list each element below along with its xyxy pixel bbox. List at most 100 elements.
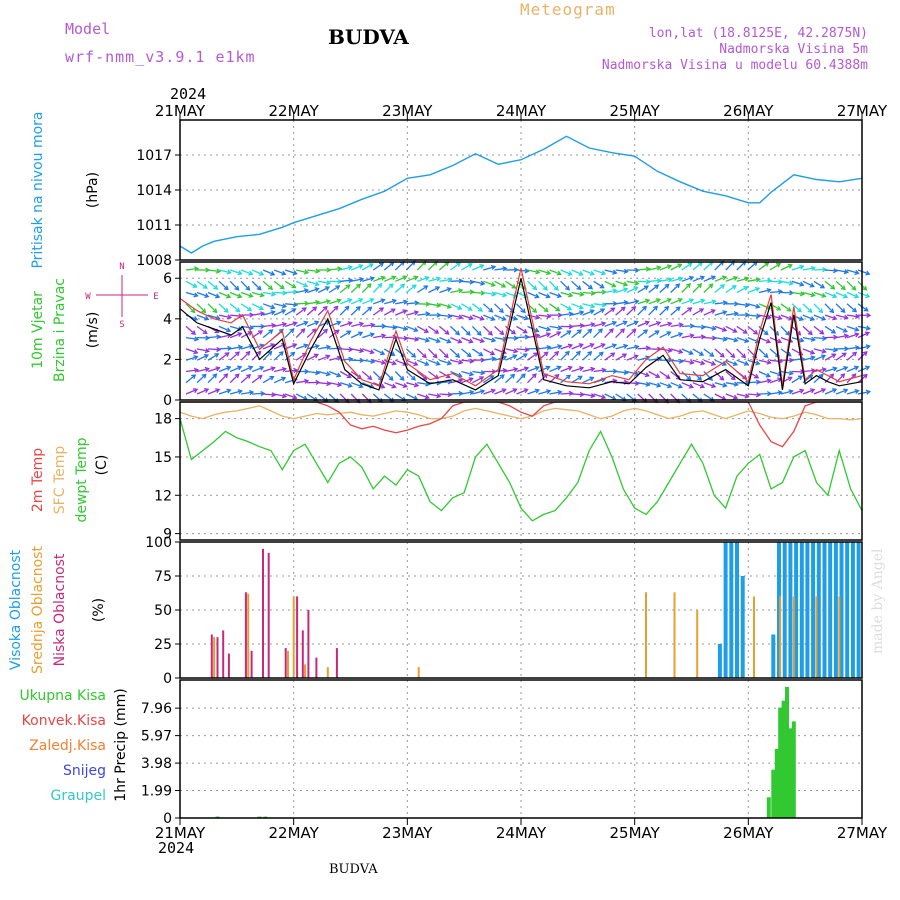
wind-arrow (780, 390, 793, 395)
wind-arrow-head (642, 305, 648, 311)
wind-arrow-head (809, 282, 815, 288)
wind-arrow-head (622, 353, 628, 359)
wind-arrow-head (854, 293, 860, 299)
wind-arrow-head (532, 308, 538, 313)
wind-arrow-head (292, 343, 298, 348)
wind-arrow (350, 393, 361, 404)
clouds-panel-frame (179, 541, 863, 679)
wind-arrow (240, 291, 253, 298)
wind-arrow-head (832, 347, 839, 353)
wind-arrow (284, 269, 297, 275)
wind-arrow-head (545, 332, 552, 338)
wind-arrow (615, 269, 628, 273)
x-tick-label-top: 23MAY (382, 102, 433, 120)
wind-arrow (240, 280, 250, 291)
wind-arrow (857, 331, 870, 339)
wind-arrow (846, 314, 859, 318)
wind-arrow (185, 348, 198, 354)
wind-arrow (450, 262, 461, 271)
wind-arrow (802, 336, 815, 341)
wind-arrow-head (246, 373, 252, 379)
wind-arrow (813, 291, 826, 298)
wind-arrow-head (655, 373, 661, 379)
wind-arrow-head (788, 280, 794, 286)
wind-arrow (361, 306, 372, 316)
wind-arrow-head (314, 320, 320, 326)
wind-arrow (428, 325, 439, 334)
wind-arrow (791, 303, 802, 313)
wind-arrow (372, 307, 384, 316)
wind-arrow (571, 367, 584, 373)
wind-arrow (703, 283, 713, 293)
wind-arrow (626, 355, 638, 361)
wind-arrow-head (259, 271, 265, 276)
wind-arrow (339, 393, 350, 403)
wind-arrow-head (380, 359, 387, 365)
wind-arrow (241, 325, 254, 329)
wind-arrow (549, 331, 561, 339)
wind-arrow (802, 388, 815, 395)
wind-arrow (659, 278, 672, 282)
wind-arrow (350, 331, 363, 339)
wind-arrow (351, 278, 364, 282)
wind-arrow (417, 336, 430, 342)
wind-arrow (604, 344, 617, 350)
wind-arrow-head (623, 287, 629, 293)
wind-arrow (681, 276, 694, 282)
wind-arrow (846, 325, 859, 331)
wind-arrow (549, 351, 559, 361)
wind-arrow-head (325, 371, 332, 377)
wind-arrow-head (216, 334, 222, 340)
wind-arrow-head (821, 315, 827, 321)
wind-arrow-head (809, 316, 816, 321)
wind-arrow (736, 359, 749, 366)
wind-arrow-head (601, 302, 607, 308)
wind-arrow (417, 312, 430, 316)
wind-arrow-head (512, 315, 518, 321)
wind-arrow-head (532, 285, 538, 291)
wind-arrow-head (763, 330, 769, 336)
wind-arrow (461, 263, 473, 271)
wind-arrow-head (524, 268, 530, 274)
wind-axis-title-2: Brzina i Pravac (52, 278, 68, 382)
wind-arrow (714, 382, 727, 387)
wind-arrow-head (722, 300, 728, 306)
cloud-high-bar (723, 542, 728, 678)
wind-arrow-head (545, 293, 551, 299)
wind-arrow (274, 291, 287, 294)
wind-arrow (692, 308, 704, 316)
temp-2m-axis-title: 2m Temp (30, 448, 46, 512)
wind-arrow-head (711, 383, 717, 389)
wind-arrow (416, 348, 427, 358)
wind-arrow-head (600, 343, 606, 348)
wind-arrow (296, 380, 309, 384)
wind-arrow (516, 303, 526, 313)
wind-arrow-head (830, 284, 836, 290)
wind-arrow (802, 356, 815, 361)
wind-arrow-head (840, 308, 846, 313)
wind-arrow (593, 269, 606, 275)
wind-arrow-head (414, 300, 420, 306)
wind-arrow-head (399, 375, 405, 381)
wind-arrow (273, 303, 286, 308)
wind-arrow-head (754, 373, 760, 379)
wind-arrow-head (347, 382, 353, 388)
precip-bar (771, 769, 776, 818)
wind-arrow-head (568, 292, 574, 298)
wind-arrow (229, 390, 242, 395)
wind-arrow-head (732, 328, 738, 333)
wind-arrow-head (301, 307, 307, 312)
wind-arrow (350, 298, 363, 305)
wind-arrow (615, 353, 627, 361)
wind-arrow-head (556, 365, 562, 371)
wind-arrow-head (697, 375, 703, 381)
cloud-mid-bar (287, 650, 289, 678)
cloud-low-bar (216, 637, 219, 678)
wind-arrow-head (413, 361, 419, 367)
wind-arrow-head (578, 304, 584, 310)
wind-arrow (318, 280, 331, 284)
wind-arrow (505, 368, 518, 373)
wind-arrow (483, 357, 496, 361)
wind-arrow-head (810, 355, 816, 361)
wind-arrow (758, 262, 769, 271)
